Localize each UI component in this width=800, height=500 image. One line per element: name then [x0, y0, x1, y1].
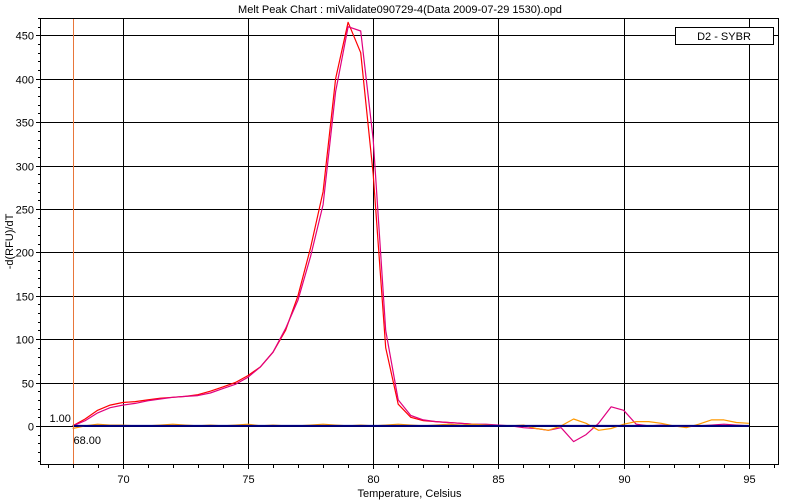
y-tick-label: 200 — [16, 248, 34, 260]
series-line-2 — [72, 26, 749, 443]
y-tick-label: 250 — [16, 205, 34, 217]
y-axis-label: -d(RFU)/dT — [4, 213, 16, 269]
y-tick-label: 150 — [16, 292, 34, 304]
legend-label: D2 - SYBR — [697, 31, 751, 43]
y-tick-label: 450 — [16, 31, 34, 43]
series-layer — [72, 21, 749, 443]
y-tick-label: 350 — [16, 118, 34, 130]
y-tick-label: 300 — [16, 162, 34, 174]
y-tick-label: 400 — [16, 75, 34, 87]
legend-frame — [675, 27, 774, 45]
x-tick-label: 85 — [492, 474, 504, 486]
x-tick-label: 95 — [743, 474, 755, 486]
y-tick-label: 50 — [22, 379, 34, 391]
cursor-y-readout: 1.00 — [50, 413, 71, 425]
plot-border — [40, 18, 779, 465]
x-tick-label: 90 — [618, 474, 630, 486]
y-tick-label: 0 — [28, 422, 34, 434]
x-axis-label: Temperature, Celsius — [358, 488, 462, 500]
x-tick-label: 80 — [367, 474, 379, 486]
x-tick-label: 70 — [117, 474, 129, 486]
chart-title: Melt Peak Chart : miValidate090729-4(Dat… — [238, 4, 562, 16]
plot-area — [40, 18, 779, 465]
grid-layer — [40, 18, 779, 465]
legend-box: D2 - SYBR — [675, 27, 774, 45]
tick-layer: 70 75 80 85 90 95 0 50 100 150 200 250 300 350 400 450 — [16, 18, 775, 486]
y-tick-label: 100 — [16, 335, 34, 347]
x-tick-label: 75 — [242, 474, 254, 486]
cursor-x-readout: 68.00 — [74, 435, 102, 447]
